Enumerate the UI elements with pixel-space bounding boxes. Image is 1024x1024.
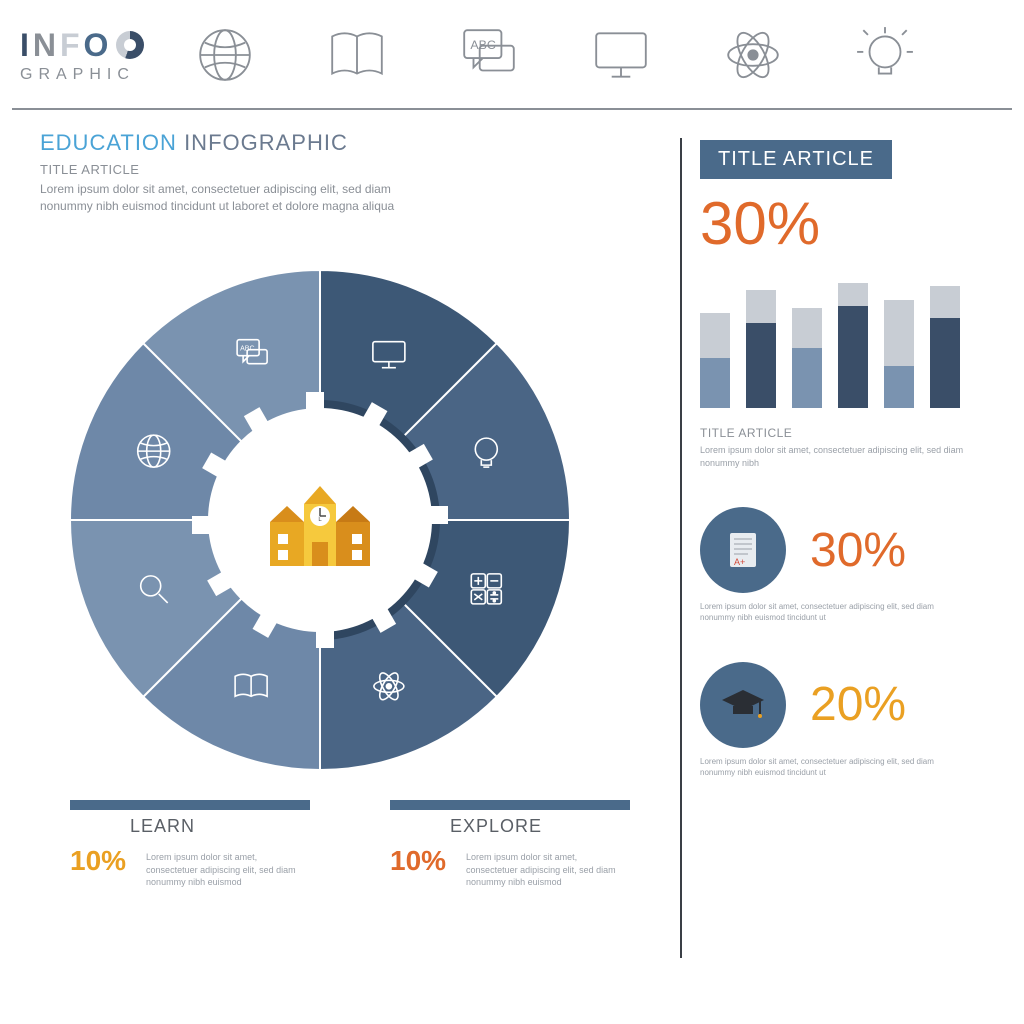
stat-pct: 20% bbox=[810, 677, 906, 732]
mini-bar bbox=[930, 283, 960, 408]
education-title: EDUCATION INFOGRAPHIC bbox=[40, 130, 660, 156]
vertical-divider bbox=[680, 138, 682, 958]
bottom-blocks: LEARN 10% Lorem ipsum dolor sit amet, co… bbox=[70, 800, 630, 889]
bulb-icon bbox=[854, 24, 916, 86]
mini-text: Lorem ipsum dolor sit amet, consectetuer… bbox=[700, 444, 1000, 469]
svg-text:ABC: ABC bbox=[240, 346, 254, 353]
learn-label: LEARN bbox=[70, 816, 310, 837]
explore-label: EXPLORE bbox=[390, 816, 630, 837]
title-rest: INFOGRAPHIC bbox=[184, 130, 348, 155]
header-icon-row: ABC bbox=[194, 24, 916, 86]
globe-icon bbox=[194, 24, 256, 86]
title-accent: EDUCATION bbox=[40, 130, 177, 155]
intro-body: Lorem ipsum dolor sit amet, consectetuer… bbox=[40, 181, 440, 215]
header-divider bbox=[12, 108, 1012, 110]
left-column: EDUCATION INFOGRAPHIC TITLE ARTICLE Lore… bbox=[40, 130, 660, 215]
subtitle: TITLE ARTICLE bbox=[40, 162, 660, 177]
explore-text: Lorem ipsum dolor sit amet, consectetuer… bbox=[466, 851, 630, 889]
stat-text: Lorem ipsum dolor sit amet, consectetuer… bbox=[700, 756, 960, 778]
explore-bar bbox=[390, 800, 630, 810]
wheel-diagram: ABC bbox=[70, 270, 570, 770]
book-icon bbox=[326, 24, 388, 86]
paper-icon: A+ bbox=[700, 507, 786, 593]
logo: INFO GRAPHIC bbox=[20, 27, 144, 84]
abc-bubble-icon: ABC bbox=[458, 24, 520, 86]
stat-row: 20% bbox=[700, 662, 1000, 748]
logo-subtext: GRAPHIC bbox=[20, 66, 144, 84]
mini-bar bbox=[838, 283, 868, 408]
stat-row: A+ 30% bbox=[700, 507, 1000, 593]
header-strip: INFO GRAPHIC ABC bbox=[20, 10, 1004, 100]
mini-title: TITLE ARTICLE bbox=[700, 426, 1000, 440]
mini-bar-chart bbox=[700, 278, 1000, 408]
mini-bar bbox=[746, 283, 776, 408]
title-article-badge: TITLE ARTICLE bbox=[700, 140, 892, 179]
explore-block: EXPLORE 10% Lorem ipsum dolor sit amet, … bbox=[390, 800, 630, 889]
atom-icon bbox=[722, 24, 784, 86]
donut-icon bbox=[116, 31, 144, 59]
stat-text: Lorem ipsum dolor sit amet, consectetuer… bbox=[700, 601, 960, 623]
learn-bar bbox=[70, 800, 310, 810]
headline-pct: 30% bbox=[700, 189, 1000, 258]
mini-bar bbox=[884, 283, 914, 408]
learn-block: LEARN 10% Lorem ipsum dolor sit amet, co… bbox=[70, 800, 310, 889]
learn-text: Lorem ipsum dolor sit amet, consectetuer… bbox=[146, 851, 310, 889]
svg-text:ABC: ABC bbox=[471, 38, 497, 52]
svg-text:A+: A+ bbox=[734, 557, 745, 567]
mini-bar bbox=[792, 283, 822, 408]
learn-pct: 10% bbox=[70, 845, 126, 877]
mini-bar bbox=[700, 283, 730, 408]
explore-pct: 10% bbox=[390, 845, 446, 877]
monitor-icon bbox=[590, 24, 652, 86]
gradcap-icon bbox=[700, 662, 786, 748]
stat-pct: 30% bbox=[810, 523, 906, 578]
right-column: TITLE ARTICLE 30% TITLE ARTICLE Lorem ip… bbox=[700, 140, 1000, 778]
